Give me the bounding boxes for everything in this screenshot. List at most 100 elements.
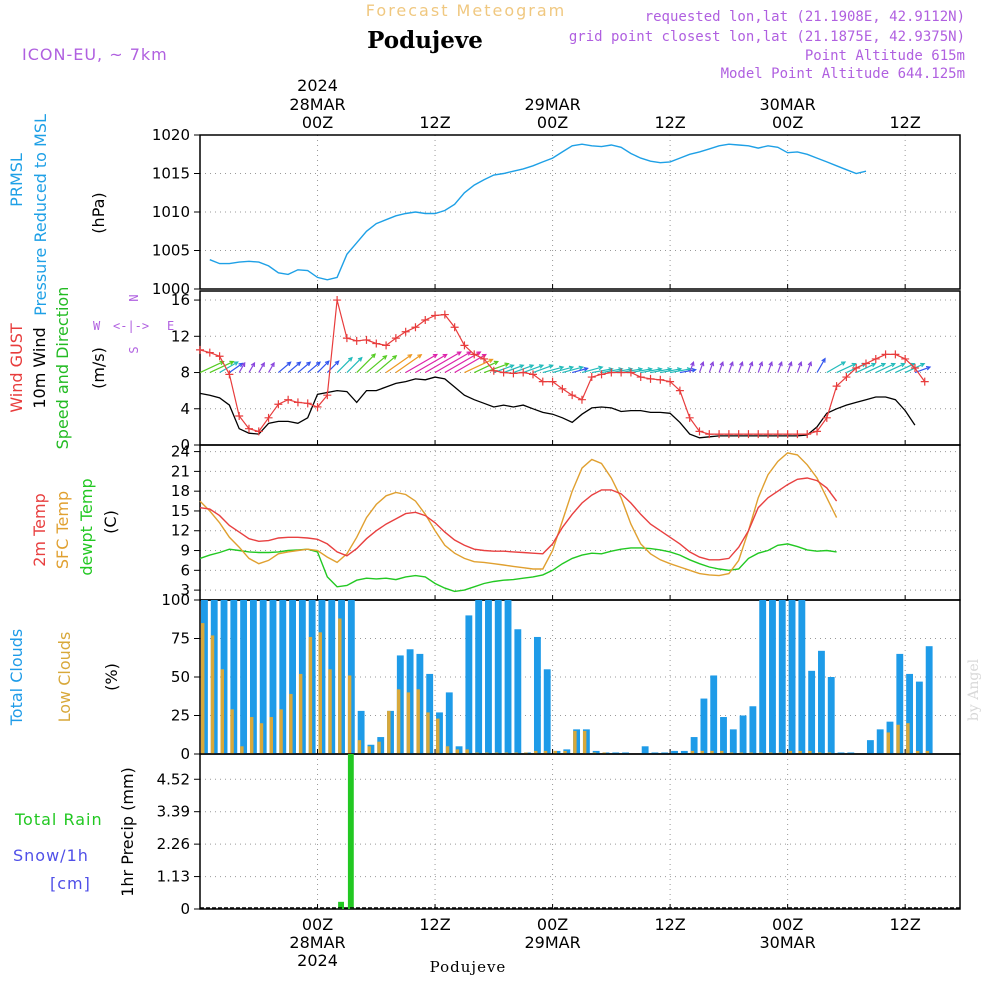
low-clouds-bar <box>710 750 714 754</box>
low-clouds-bar <box>906 723 910 754</box>
wind-direction-arrow <box>757 361 763 373</box>
total-clouds-bar <box>778 600 786 754</box>
total-clouds-bar <box>739 715 747 754</box>
low-clouds-bar <box>455 749 460 754</box>
wind-direction-arrowhead <box>488 358 494 363</box>
total-clouds-bar <box>259 600 267 754</box>
low-clouds-bar <box>720 750 724 754</box>
wind-direction-arrow <box>679 369 696 374</box>
low-clouds-bar <box>769 752 773 754</box>
total-clouds-bar <box>533 636 541 754</box>
wind-direction-arrow <box>473 360 499 374</box>
wind-direction-arrow <box>855 363 876 374</box>
gust-marker <box>372 339 381 348</box>
gust-marker <box>764 430 773 439</box>
wind-direction-arrow <box>503 364 524 374</box>
y-tick-label: 12 <box>171 522 190 540</box>
wind-direction-arrowhead <box>229 360 235 366</box>
wind-direction-arrow <box>483 363 509 374</box>
low-clouds-bar <box>524 752 528 754</box>
y-tick-label: 1020 <box>152 126 190 144</box>
wind-direction-arrowhead <box>548 364 554 369</box>
wind-direction-arrowhead <box>719 360 724 367</box>
wind-direction-arrowhead <box>598 365 604 371</box>
low-clouds-bar <box>210 635 215 754</box>
total-clouds-bar <box>641 746 649 754</box>
top-axis-label: 30MAR <box>760 95 816 114</box>
total-clouds-bar <box>866 740 874 754</box>
bottom-axis-label: 30MAR <box>760 933 816 952</box>
low-clouds-bar <box>700 750 704 754</box>
wind-panel: 0 4 8 12 16 <box>0 0 961 454</box>
pressure-unit: (hPa) <box>89 192 108 233</box>
total-clouds-bar <box>592 750 600 754</box>
wind-direction-arrowhead <box>382 354 388 360</box>
low-clouds-bar <box>808 750 812 754</box>
low-clouds-bar <box>690 750 695 754</box>
total-clouds-bar <box>465 615 473 754</box>
gust-marker <box>244 424 253 433</box>
gust-marker <box>646 374 655 383</box>
wind-direction-arrow <box>738 361 743 373</box>
direction-label: Speed and Direction <box>53 287 72 450</box>
y-tick-label: 1015 <box>152 165 190 183</box>
total-clouds-bar <box>622 752 629 754</box>
panel-frame <box>199 444 961 601</box>
gust-marker <box>910 364 919 372</box>
y-tick-label: 1.13 <box>157 868 190 886</box>
gust-marker <box>519 368 528 377</box>
wind-direction-arrow <box>826 361 846 374</box>
low-clouds-bar <box>563 750 567 754</box>
bottom-axis-label: 00Z <box>537 915 568 934</box>
temp2m-line <box>199 477 838 561</box>
total-clouds-bar <box>651 752 659 754</box>
wind-direction-arrow <box>542 366 564 374</box>
bottom-axis-label: 12Z <box>419 915 450 934</box>
wind-direction-arrowhead <box>807 360 813 367</box>
total-clouds-bar <box>827 677 835 754</box>
gust-marker <box>391 334 400 343</box>
wind-direction-arrow <box>522 364 544 374</box>
model-label: ICON-EU, ~ 7km <box>22 45 168 64</box>
wind-direction-arrowhead <box>519 364 525 369</box>
top-axis-label: 00Z <box>302 113 333 132</box>
gust-marker <box>254 427 263 436</box>
wind-direction-arrowhead <box>466 351 472 356</box>
total-clouds-bar <box>808 670 816 754</box>
gust-marker <box>636 373 645 382</box>
total-clouds-bar <box>710 675 718 754</box>
low-clouds-bar <box>592 752 597 754</box>
wind-direction-arrow <box>268 362 275 373</box>
wind-direction-arrow <box>199 360 224 374</box>
wind-direction-arrow <box>405 354 438 374</box>
wind-direction-arrow <box>464 358 493 374</box>
gust-marker <box>548 377 557 386</box>
low-clouds-bar <box>886 732 890 754</box>
low-clouds-bar <box>582 730 587 754</box>
gust-marker <box>577 395 586 404</box>
wind-direction-arrowhead <box>925 365 932 371</box>
total-clouds-bar <box>749 706 757 754</box>
wind-direction-arrow <box>787 361 792 373</box>
total-clouds-bar <box>818 650 825 754</box>
dewpt-label: dewpt Temp <box>77 478 96 575</box>
total-clouds-bar <box>455 746 463 754</box>
wind-direction-arrowhead <box>442 353 448 359</box>
sfc-temp-line <box>199 452 838 577</box>
wind-direction-arrowhead <box>324 360 330 366</box>
low-clouds-bar <box>465 749 469 754</box>
gust-marker <box>264 413 273 422</box>
wind-direction-arrowhead <box>509 364 515 369</box>
top-axis-label: 12Z <box>419 113 450 132</box>
sfc-temp-label: SFC Temp <box>53 491 72 569</box>
wind-direction-arrow <box>777 361 783 373</box>
footer-location: Podujeve <box>430 958 507 976</box>
total-clouds-bar <box>788 600 796 754</box>
total-clouds-bar <box>690 737 698 754</box>
total-clouds-bar <box>240 600 248 754</box>
gust-marker <box>538 377 547 386</box>
low-clouds-bar <box>328 669 332 754</box>
wind-direction-arrow <box>258 362 265 373</box>
total-clouds-bar <box>289 600 296 754</box>
